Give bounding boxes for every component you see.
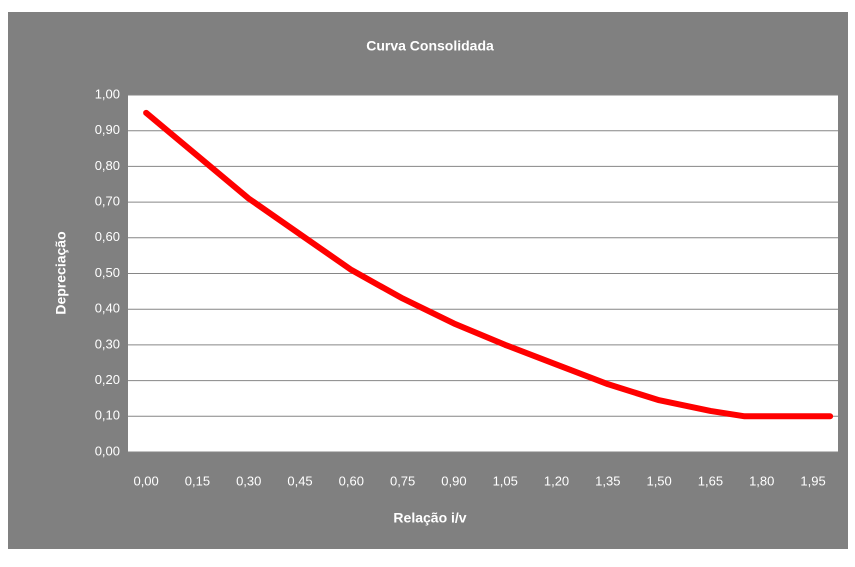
- x-tick-label: 0,75: [390, 473, 415, 488]
- y-tick-label: 0,20: [95, 372, 120, 387]
- x-tick-label: 1,95: [800, 473, 825, 488]
- y-tick-label: 0,90: [95, 122, 120, 137]
- y-tick-label: 0,30: [95, 336, 120, 351]
- x-tick-label: 1,20: [544, 473, 569, 488]
- x-tick-label: 1,50: [646, 473, 671, 488]
- x-tick-label: 0,15: [185, 473, 210, 488]
- x-tick-label: 1,80: [749, 473, 774, 488]
- x-tick-label: 0,90: [441, 473, 466, 488]
- chart-title: Curva Consolidada: [366, 38, 494, 54]
- y-tick-label: 0,00: [95, 443, 120, 458]
- x-tick-label: 1,65: [698, 473, 723, 488]
- y-axis-label: Depreciação: [53, 231, 69, 314]
- y-tick-label: 0,50: [95, 265, 120, 280]
- data-line: [143, 109, 834, 420]
- y-tick-label: 0,70: [95, 194, 120, 209]
- y-tick-label: 0,10: [95, 408, 120, 423]
- y-tick-label: 0,80: [95, 158, 120, 173]
- x-tick-label: 0,45: [287, 473, 312, 488]
- y-tick-label: 1,00: [95, 86, 120, 101]
- x-tick-label: 1,05: [493, 473, 518, 488]
- x-tick-label: 1,35: [595, 473, 620, 488]
- y-tick-label: 0,60: [95, 229, 120, 244]
- x-tick-label: 0,00: [133, 473, 158, 488]
- y-tick-label: 0,40: [95, 301, 120, 316]
- x-tick-label: 0,30: [236, 473, 261, 488]
- x-tick-label: 0,60: [339, 473, 364, 488]
- x-axis-label: Relação i/v: [393, 510, 466, 526]
